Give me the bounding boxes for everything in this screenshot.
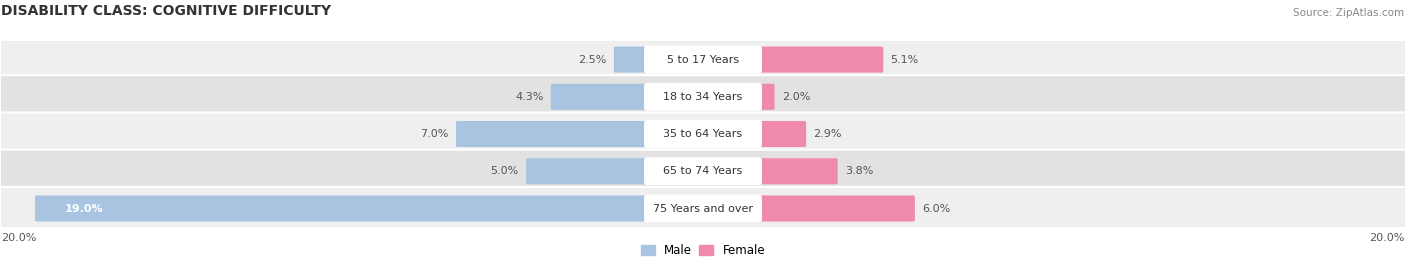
FancyBboxPatch shape	[644, 83, 762, 111]
Text: 2.9%: 2.9%	[814, 129, 842, 139]
FancyBboxPatch shape	[526, 158, 704, 184]
FancyBboxPatch shape	[551, 84, 704, 110]
Text: 5.1%: 5.1%	[890, 55, 920, 65]
FancyBboxPatch shape	[644, 120, 762, 148]
Text: 3.8%: 3.8%	[845, 166, 873, 176]
Text: 5 to 17 Years: 5 to 17 Years	[666, 55, 740, 65]
Text: DISABILITY CLASS: COGNITIVE DIFFICULTY: DISABILITY CLASS: COGNITIVE DIFFICULTY	[1, 4, 332, 18]
Text: 18 to 34 Years: 18 to 34 Years	[664, 92, 742, 102]
Text: 19.0%: 19.0%	[65, 203, 103, 214]
FancyBboxPatch shape	[702, 84, 775, 110]
FancyBboxPatch shape	[702, 158, 838, 184]
FancyBboxPatch shape	[35, 195, 704, 222]
Text: 20.0%: 20.0%	[1369, 233, 1405, 243]
FancyBboxPatch shape	[0, 150, 1406, 193]
FancyBboxPatch shape	[702, 47, 883, 73]
FancyBboxPatch shape	[644, 46, 762, 73]
Text: 7.0%: 7.0%	[420, 129, 449, 139]
Text: 35 to 64 Years: 35 to 64 Years	[664, 129, 742, 139]
FancyBboxPatch shape	[456, 121, 704, 147]
Text: Source: ZipAtlas.com: Source: ZipAtlas.com	[1294, 8, 1405, 18]
FancyBboxPatch shape	[614, 47, 704, 73]
Text: 2.0%: 2.0%	[782, 92, 810, 102]
FancyBboxPatch shape	[702, 195, 915, 222]
Text: 2.5%: 2.5%	[578, 55, 606, 65]
Text: 65 to 74 Years: 65 to 74 Years	[664, 166, 742, 176]
Text: 20.0%: 20.0%	[1, 233, 37, 243]
Text: 5.0%: 5.0%	[491, 166, 519, 176]
Text: 75 Years and over: 75 Years and over	[652, 203, 754, 214]
FancyBboxPatch shape	[0, 187, 1406, 230]
Legend: Male, Female: Male, Female	[636, 240, 770, 262]
Text: 4.3%: 4.3%	[515, 92, 543, 102]
FancyBboxPatch shape	[702, 121, 806, 147]
Text: 6.0%: 6.0%	[922, 203, 950, 214]
FancyBboxPatch shape	[644, 157, 762, 185]
FancyBboxPatch shape	[0, 75, 1406, 118]
FancyBboxPatch shape	[644, 195, 762, 222]
FancyBboxPatch shape	[0, 113, 1406, 156]
FancyBboxPatch shape	[0, 38, 1406, 81]
